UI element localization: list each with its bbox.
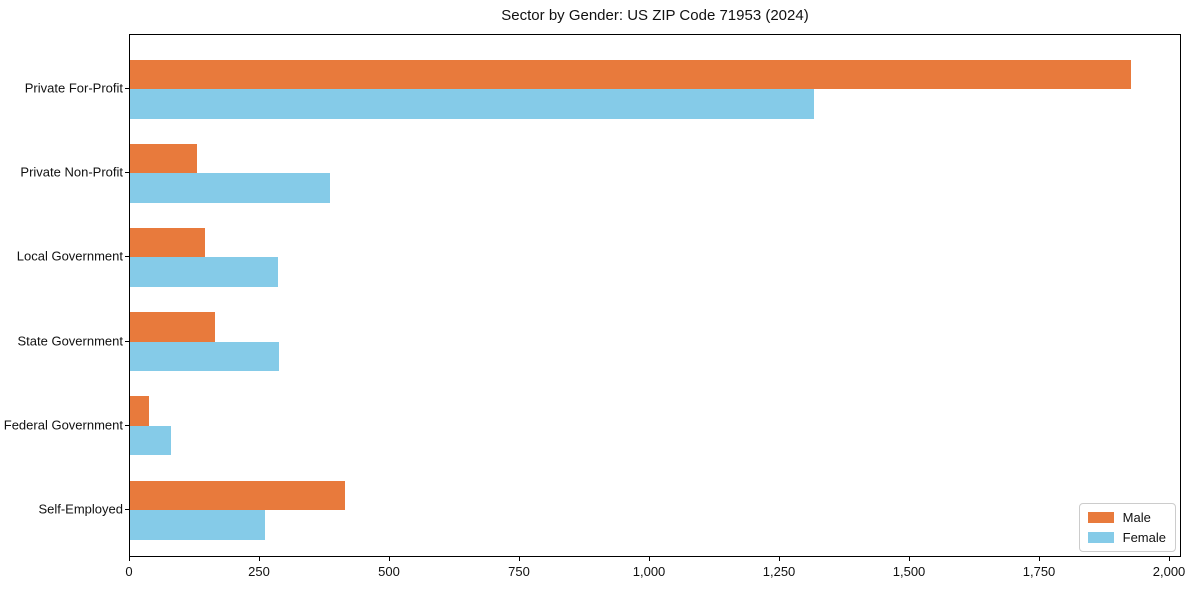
x-tick-mark — [1169, 557, 1171, 561]
y-category-label: Self-Employed — [38, 501, 123, 517]
x-tick-mark — [649, 557, 651, 561]
legend-entry-male: Male — [1087, 510, 1166, 525]
bar-female-1 — [130, 173, 331, 203]
legend-label-female: Female — [1122, 530, 1166, 545]
bar-male-0 — [130, 59, 1132, 89]
bar-male-4 — [130, 396, 150, 426]
y-tick-mark — [125, 88, 129, 89]
y-category-label: State Government — [17, 333, 124, 349]
x-tick-label: 1,000 — [632, 564, 666, 579]
bar-female-3 — [130, 341, 280, 372]
x-tick-mark — [259, 557, 260, 561]
x-tick-label: 1,750 — [1022, 564, 1056, 579]
legend-swatch-female-icon — [1087, 532, 1114, 543]
x-tick-label: 1,250 — [762, 564, 796, 579]
y-tick-mark — [125, 424, 129, 426]
x-tick-label: 750 — [508, 564, 530, 579]
chart-title: Sector by Gender: US ZIP Code 71953 (202… — [501, 7, 809, 24]
x-tick-mark — [1039, 557, 1041, 561]
y-tick-mark — [125, 172, 129, 174]
bar-male-2 — [130, 227, 205, 258]
x-tick-label: 500 — [378, 564, 400, 579]
y-category-label: Private For-Profit — [24, 80, 123, 96]
bar-female-5 — [130, 510, 266, 540]
legend: Male Female — [1078, 503, 1176, 552]
bar-female-0 — [130, 89, 814, 119]
bars-layer — [130, 35, 1180, 556]
x-tick-mark — [909, 557, 911, 561]
y-tick-mark — [125, 256, 129, 258]
y-category-label: Private Non-Profit — [20, 164, 123, 180]
y-tick-mark — [125, 509, 129, 510]
x-tick-label: 0 — [125, 564, 133, 579]
x-tick-label: 2,000 — [1152, 564, 1186, 579]
legend-entry-female: Female — [1087, 530, 1166, 545]
x-tick-mark — [519, 557, 520, 561]
x-tick-mark — [779, 557, 781, 561]
y-category-label: Local Government — [16, 248, 123, 264]
x-tick-mark — [129, 557, 130, 561]
plot-area: Male Female — [129, 34, 1181, 557]
bar-female-2 — [130, 257, 278, 287]
bar-male-1 — [130, 143, 197, 174]
bar-male-5 — [130, 480, 346, 510]
legend-label-male: Male — [1122, 510, 1151, 525]
y-category-label: Federal Government — [3, 417, 123, 433]
bar-male-3 — [130, 312, 216, 342]
legend-swatch-male-icon — [1087, 512, 1114, 523]
x-tick-mark — [389, 557, 390, 561]
y-tick-mark — [125, 340, 129, 342]
bar-female-4 — [130, 425, 171, 456]
x-tick-label: 250 — [248, 564, 270, 579]
x-tick-label: 1,500 — [892, 564, 926, 579]
